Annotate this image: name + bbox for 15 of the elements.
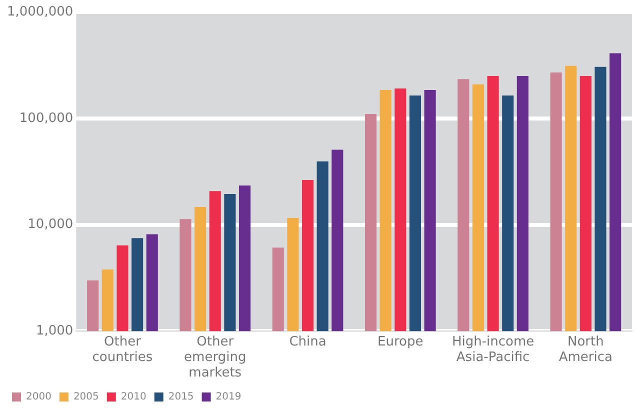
x-tick-label: Europe (378, 334, 424, 350)
y-tick-label: 1,000,000 (6, 4, 74, 20)
x-tick-label: Other emerging markets (184, 334, 246, 381)
x-tick-label: High-income Asia-Pacific (452, 334, 534, 365)
legend-label: 2010 (120, 392, 146, 403)
y-tick-label: 10,000 (28, 217, 74, 232)
legend-label: 2000 (26, 392, 52, 403)
legend-label: 2019 (216, 392, 242, 403)
x-tick-label: China (289, 334, 326, 350)
legend-label: 2005 (73, 392, 99, 403)
y-tick-label: 100,000 (19, 110, 74, 126)
x-tick-label: North America (558, 334, 612, 365)
y-tick-label: 1,000 (36, 324, 74, 339)
legend-label: 2015 (168, 392, 194, 403)
x-tick-label: Other countries (92, 334, 153, 365)
